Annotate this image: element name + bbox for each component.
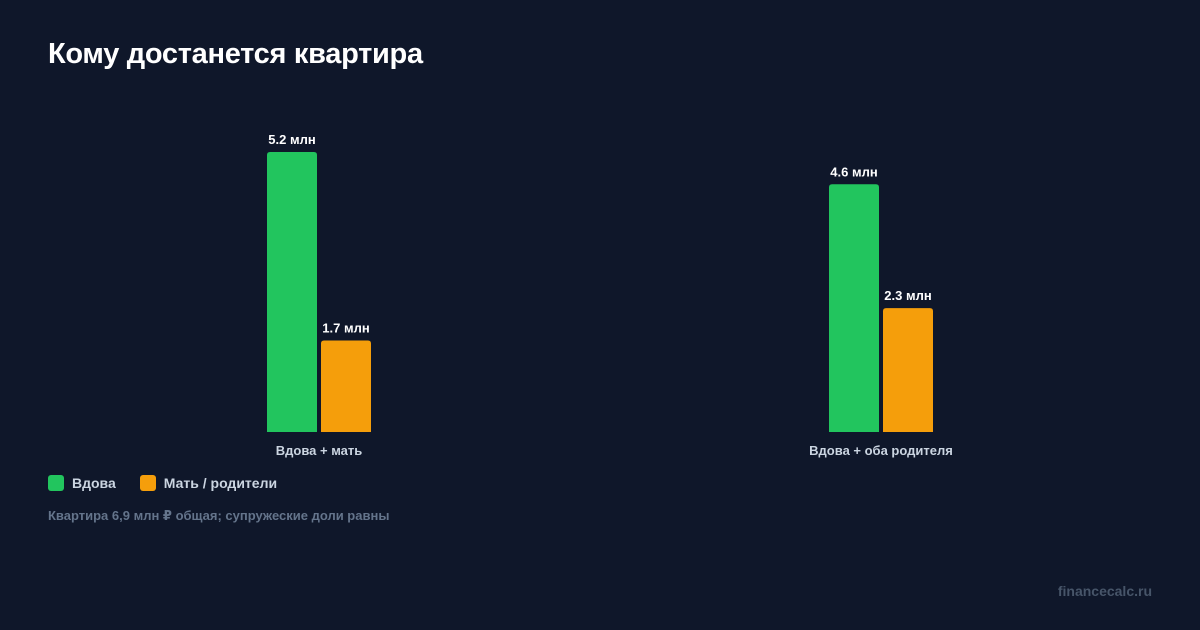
legend-swatch-parents bbox=[139, 475, 156, 491]
bar-chart: 5.2 млн 1.7 млн Вдова + мать 4.6 млн 2.3 млн… bbox=[267, 132, 953, 458]
data-label-widow-1: 4.6 млн bbox=[830, 164, 877, 179]
legend-item-widow: Вдова bbox=[48, 475, 116, 491]
bar-widow-1 bbox=[829, 184, 879, 432]
data-label-parents-0: 1.7 млн bbox=[322, 320, 369, 335]
data-label-parents-1: 2.3 млн bbox=[884, 288, 931, 303]
bar-parents-0 bbox=[321, 340, 371, 432]
category-label-0: Вдова + мать bbox=[276, 443, 362, 458]
legend-label-parents: Мать / родители bbox=[163, 475, 278, 491]
legend: Вдова Мать / родители bbox=[48, 475, 301, 491]
data-label-widow-0: 5.2 млн bbox=[268, 132, 315, 147]
bar-parents-1 bbox=[883, 308, 933, 432]
brand-label: financecalc.ru bbox=[1057, 583, 1152, 599]
legend-swatch-widow bbox=[48, 475, 64, 491]
legend-label-widow: Вдова bbox=[72, 475, 116, 491]
bar-widow-0 bbox=[267, 152, 317, 432]
category-label-1: Вдова + оба родителя bbox=[809, 443, 953, 458]
legend-item-parents: Мать / родители bbox=[139, 475, 278, 491]
chart-title: Кому достанется квартира bbox=[48, 38, 423, 70]
footnote: Квартира 6,9 млн ₽ общая; супружеские до… bbox=[48, 508, 390, 523]
